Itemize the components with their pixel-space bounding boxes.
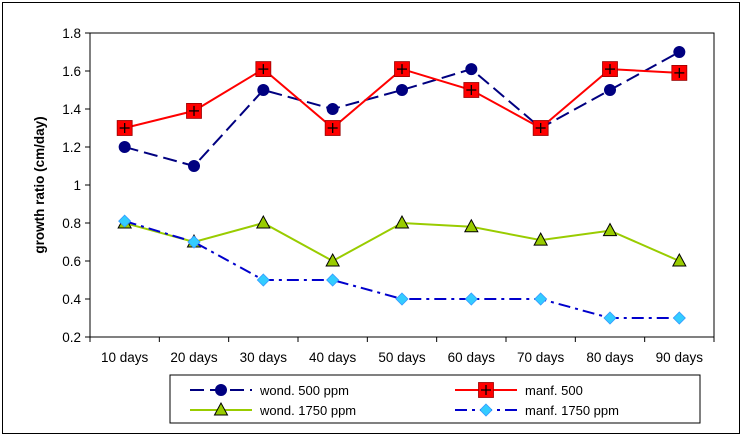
- legend-label: wond. 500 ppm: [259, 383, 349, 398]
- y-tick-label: 0.2: [62, 330, 81, 345]
- data-point: [118, 141, 131, 153]
- legend-marker: [213, 401, 229, 416]
- data-point: [533, 232, 549, 246]
- data-point: [603, 311, 617, 325]
- legend-label: wond. 1750 ppm: [259, 403, 356, 418]
- data-point: [187, 235, 201, 249]
- data-point: [395, 292, 409, 306]
- y-axis-label: growth ratio (cm/day): [32, 116, 47, 253]
- data-point: [463, 82, 480, 98]
- data-point: [326, 103, 339, 115]
- x-axis: 10 days 20 days 30 days 40 days 50 days 60 da…: [89, 337, 715, 365]
- data-point: [255, 214, 271, 229]
- plot-area: [89, 32, 715, 338]
- x-tick-label: 40 days: [309, 350, 357, 365]
- data-point: [534, 292, 548, 306]
- legend: wond. 500 ppm manf. 500 wond. 1750 ppm manf…: [190, 382, 619, 418]
- legend-entry: wond. 1750 ppm: [190, 401, 356, 418]
- legend-entry: manf. 1750 ppm: [455, 403, 619, 418]
- data-point: [532, 120, 549, 136]
- data-point: [326, 273, 340, 287]
- x-tick-label: 20 days: [170, 350, 218, 365]
- x-tick-label: 30 days: [240, 350, 288, 365]
- y-axis: 0.2 0.4 0.6 0.8 1 1.2 1.4 1.6 1.8: [62, 26, 90, 345]
- y-tick-label: 0.8: [62, 216, 81, 231]
- data-point: [465, 63, 478, 76]
- data-point: [671, 252, 687, 267]
- y-tick-label: 1.4: [62, 102, 81, 117]
- data-point: [671, 65, 688, 81]
- x-tick-label: 10 days: [101, 350, 149, 365]
- data-point: [396, 84, 408, 96]
- data-point: [255, 61, 272, 77]
- series-2: [116, 61, 688, 136]
- legend-marker: [479, 403, 493, 417]
- legend-marker: [478, 382, 494, 398]
- data-point: [186, 103, 202, 119]
- series-line: [124, 51, 680, 168]
- data-point: [325, 252, 341, 267]
- data-point: [604, 84, 616, 96]
- data-point: [464, 292, 478, 306]
- x-tick-label: 70 days: [517, 350, 565, 365]
- data-point: [394, 61, 410, 77]
- data-point: [672, 311, 686, 325]
- legend-marker: [215, 384, 227, 396]
- data-point: [256, 273, 270, 287]
- series-group: [116, 46, 688, 325]
- chart-frame: [2, 2, 740, 434]
- legend-label: manf. 1750 ppm: [525, 403, 619, 418]
- data-point: [602, 222, 618, 237]
- legend-box: [169, 374, 701, 424]
- x-tick-label: 90 days: [656, 350, 704, 365]
- data-point: [188, 160, 200, 172]
- y-tick-label: 1.8: [62, 26, 81, 41]
- y-tick-label: 0.6: [62, 254, 81, 269]
- data-point: [118, 214, 132, 228]
- legend-label: manf. 500: [525, 383, 583, 398]
- data-point: [257, 84, 270, 96]
- legend-entry: manf. 500: [455, 382, 583, 398]
- x-tick-label: 80 days: [586, 350, 634, 365]
- series-4: [118, 214, 686, 325]
- x-tick-label: 50 days: [378, 350, 426, 365]
- data-point: [394, 214, 410, 229]
- y-tick-label: 1: [73, 178, 81, 193]
- y-tick-label: 0.4: [62, 292, 81, 307]
- data-point: [463, 218, 479, 233]
- legend-entry: wond. 500 ppm: [190, 383, 349, 398]
- data-point: [602, 61, 618, 77]
- data-point: [324, 120, 341, 136]
- y-tick-label: 1.6: [62, 64, 81, 79]
- data-point: [116, 120, 133, 136]
- y-tick-label: 1.2: [62, 140, 81, 155]
- data-point: [673, 46, 686, 58]
- x-tick-label: 60 days: [448, 350, 496, 365]
